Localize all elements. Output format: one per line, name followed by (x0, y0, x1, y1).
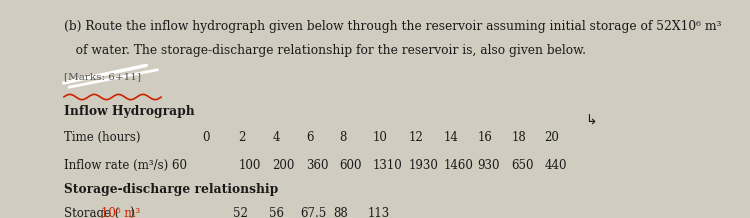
Text: 0: 0 (202, 131, 210, 144)
Text: 52: 52 (232, 207, 248, 218)
Text: 1310: 1310 (373, 159, 403, 172)
Text: 100: 100 (238, 159, 261, 172)
Text: 4: 4 (272, 131, 280, 144)
Text: 650: 650 (512, 159, 534, 172)
Text: 14: 14 (444, 131, 459, 144)
Text: 1460: 1460 (444, 159, 474, 172)
Text: Storage (: Storage ( (64, 207, 119, 218)
Text: 930: 930 (478, 159, 500, 172)
Text: 440: 440 (544, 159, 567, 172)
Text: 12: 12 (409, 131, 424, 144)
Text: 200: 200 (272, 159, 295, 172)
Text: (b) Route the inflow hydrograph given below through the reservoir assuming initi: (b) Route the inflow hydrograph given be… (64, 20, 722, 33)
Text: Storage-discharge relationship: Storage-discharge relationship (64, 183, 278, 196)
Text: 600: 600 (339, 159, 362, 172)
Text: 1930: 1930 (409, 159, 439, 172)
Text: 113: 113 (368, 207, 390, 218)
Text: 360: 360 (306, 159, 328, 172)
Text: ↳: ↳ (585, 113, 597, 127)
Text: [Marks: 6+11]: [Marks: 6+11] (64, 72, 141, 81)
Text: 67.5: 67.5 (300, 207, 326, 218)
Text: 16: 16 (478, 131, 493, 144)
Text: Inflow Hydrograph: Inflow Hydrograph (64, 105, 194, 118)
Text: 10: 10 (373, 131, 388, 144)
Text: ): ) (129, 207, 134, 218)
Text: 10⁶ m³: 10⁶ m³ (101, 207, 140, 218)
Text: 2: 2 (238, 131, 246, 144)
Text: 8: 8 (339, 131, 346, 144)
Text: Time (hours): Time (hours) (64, 131, 140, 144)
Text: 18: 18 (512, 131, 526, 144)
Text: 88: 88 (334, 207, 349, 218)
Text: 6: 6 (306, 131, 314, 144)
Text: Inflow rate (m³/s) 60: Inflow rate (m³/s) 60 (64, 159, 187, 172)
Text: 20: 20 (544, 131, 560, 144)
Text: 56: 56 (268, 207, 284, 218)
Text: of water. The storage-discharge relationship for the reservoir is, also given be: of water. The storage-discharge relation… (64, 44, 586, 57)
